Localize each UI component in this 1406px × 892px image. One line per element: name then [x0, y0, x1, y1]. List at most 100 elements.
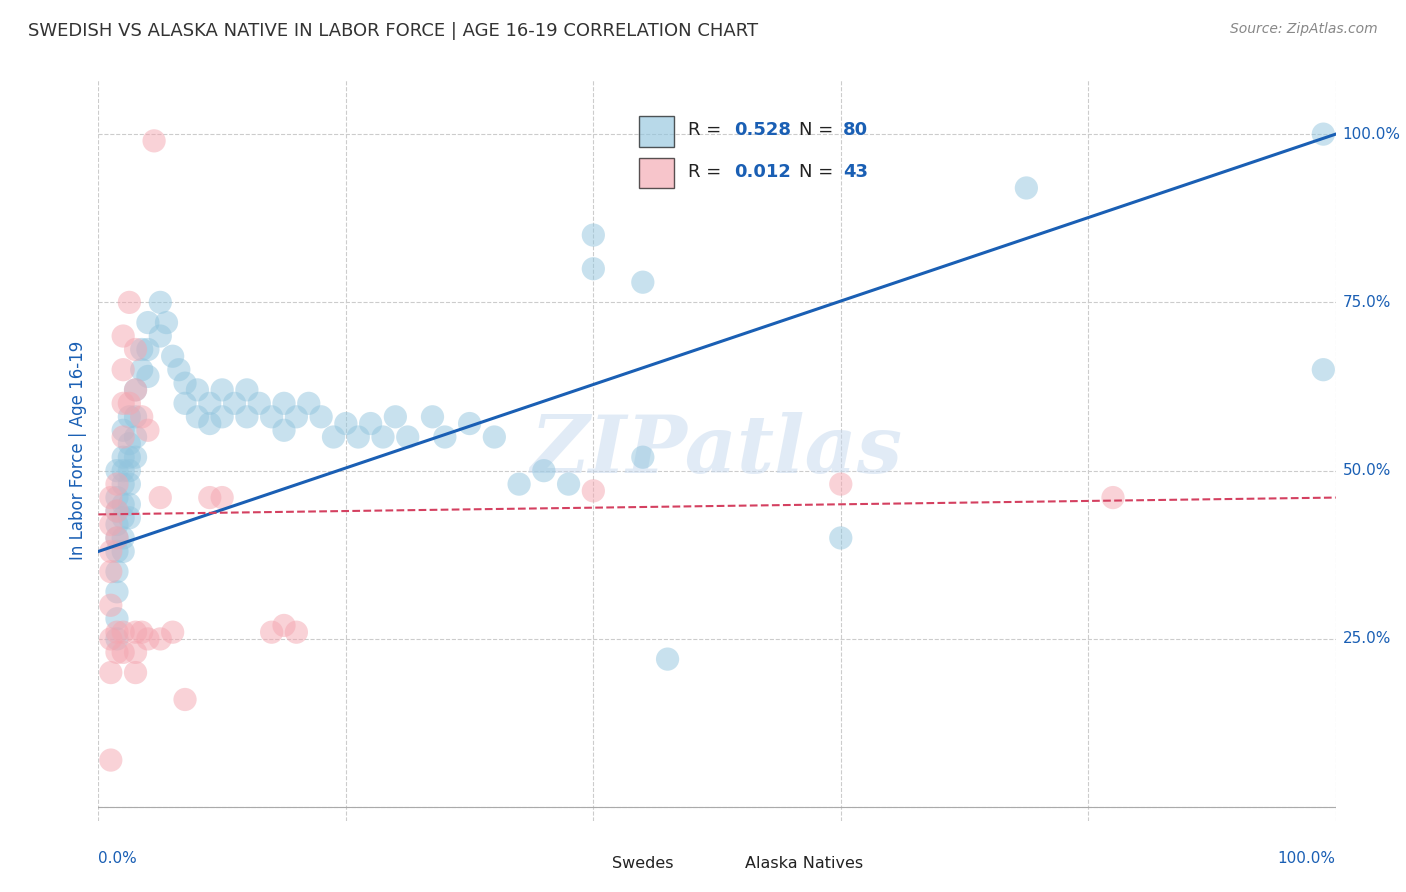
- Point: [112, 430, 135, 444]
- Point: [198, 396, 221, 410]
- Point: [124, 409, 146, 424]
- Text: 0.012: 0.012: [734, 163, 790, 181]
- Text: Source: ZipAtlas.com: Source: ZipAtlas.com: [1230, 22, 1378, 37]
- Point: [118, 464, 141, 478]
- Point: [100, 753, 122, 767]
- Point: [105, 517, 128, 532]
- Point: [100, 565, 122, 579]
- Point: [149, 632, 172, 646]
- Text: 100.0%: 100.0%: [1343, 127, 1400, 142]
- Point: [322, 430, 344, 444]
- Point: [105, 612, 128, 626]
- Point: [112, 497, 135, 511]
- Point: [830, 531, 852, 545]
- Point: [224, 396, 246, 410]
- Point: [105, 645, 128, 659]
- Point: [211, 383, 233, 397]
- Point: [112, 396, 135, 410]
- Point: [105, 504, 128, 518]
- Point: [162, 349, 184, 363]
- Point: [118, 396, 141, 410]
- Point: [162, 625, 184, 640]
- Point: [149, 491, 172, 505]
- Point: [396, 430, 419, 444]
- Point: [118, 477, 141, 491]
- Point: [371, 430, 394, 444]
- Text: 25.0%: 25.0%: [1343, 632, 1391, 647]
- Point: [131, 362, 153, 376]
- Point: [100, 599, 122, 613]
- Point: [174, 692, 197, 706]
- Point: [657, 652, 679, 666]
- FancyBboxPatch shape: [638, 158, 673, 188]
- Text: 100.0%: 100.0%: [1278, 851, 1336, 866]
- Point: [118, 295, 141, 310]
- Point: [174, 396, 197, 410]
- Point: [100, 665, 122, 680]
- Point: [112, 423, 135, 437]
- Point: [105, 632, 128, 646]
- Point: [131, 625, 153, 640]
- Point: [458, 417, 481, 431]
- Point: [174, 376, 197, 391]
- Point: [112, 477, 135, 491]
- Text: N =: N =: [799, 121, 839, 139]
- Point: [124, 665, 146, 680]
- Point: [149, 295, 172, 310]
- Point: [149, 329, 172, 343]
- Point: [105, 531, 128, 545]
- Point: [155, 316, 177, 330]
- Point: [100, 544, 122, 558]
- Point: [124, 383, 146, 397]
- Point: [1102, 491, 1125, 505]
- Point: [100, 632, 122, 646]
- Point: [484, 430, 506, 444]
- Point: [557, 477, 579, 491]
- Point: [100, 517, 122, 532]
- Point: [273, 396, 295, 410]
- Point: [422, 409, 444, 424]
- Point: [136, 369, 159, 384]
- Point: [112, 450, 135, 465]
- Point: [582, 483, 605, 498]
- Point: [309, 409, 332, 424]
- Point: [1312, 362, 1334, 376]
- Point: [105, 491, 128, 505]
- Point: [830, 477, 852, 491]
- Text: R =: R =: [688, 163, 727, 181]
- Text: 43: 43: [842, 163, 868, 181]
- Point: [631, 450, 654, 465]
- Point: [198, 491, 221, 505]
- Text: SWEDISH VS ALASKA NATIVE IN LABOR FORCE | AGE 16-19 CORRELATION CHART: SWEDISH VS ALASKA NATIVE IN LABOR FORCE …: [28, 22, 758, 40]
- Point: [112, 645, 135, 659]
- Point: [285, 409, 308, 424]
- Point: [298, 396, 321, 410]
- Point: [533, 464, 555, 478]
- Point: [112, 531, 135, 545]
- Y-axis label: In Labor Force | Age 16-19: In Labor Force | Age 16-19: [69, 341, 87, 560]
- Point: [124, 450, 146, 465]
- Text: Swedes: Swedes: [612, 856, 673, 871]
- Point: [105, 625, 128, 640]
- Text: N =: N =: [799, 163, 839, 181]
- Point: [105, 584, 128, 599]
- Point: [247, 396, 270, 410]
- Point: [384, 409, 406, 424]
- Text: 75.0%: 75.0%: [1343, 295, 1391, 310]
- Point: [508, 477, 530, 491]
- Point: [347, 430, 370, 444]
- Point: [118, 436, 141, 450]
- Point: [105, 531, 128, 545]
- Point: [285, 625, 308, 640]
- Point: [1015, 181, 1038, 195]
- Point: [112, 329, 135, 343]
- Point: [186, 409, 208, 424]
- Text: 50.0%: 50.0%: [1343, 463, 1391, 478]
- Point: [100, 491, 122, 505]
- Point: [1312, 127, 1334, 141]
- Point: [273, 618, 295, 632]
- Point: [112, 510, 135, 524]
- Point: [112, 464, 135, 478]
- Text: 80: 80: [842, 121, 868, 139]
- Point: [143, 134, 166, 148]
